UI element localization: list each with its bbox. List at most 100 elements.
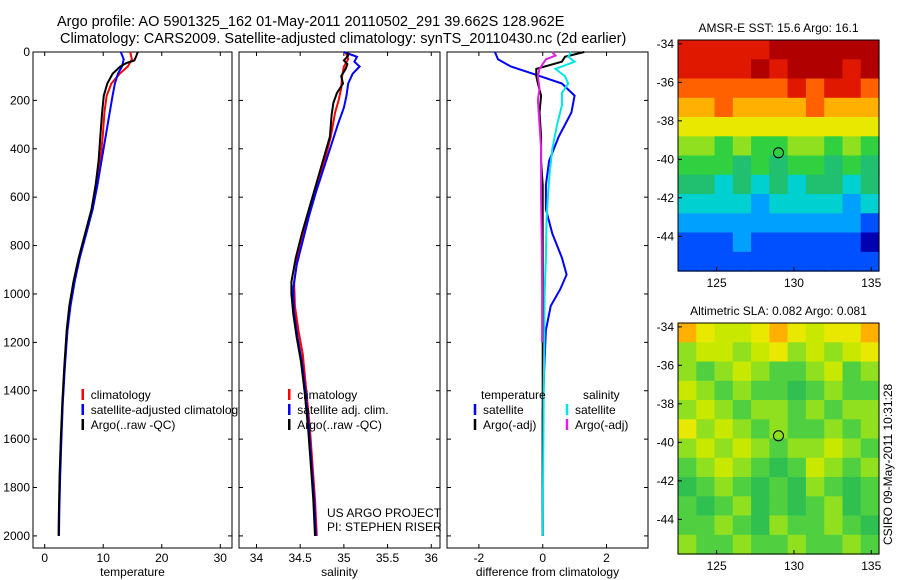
heatmap-cell [714, 155, 734, 176]
heatmap-cell [842, 361, 862, 382]
heatmap-cell [714, 380, 734, 401]
heatmap-cell [751, 136, 770, 157]
heatmap-cell [732, 251, 752, 272]
project-credit-line1: US ARGO PROJECT [327, 506, 442, 520]
heatmap-cell [860, 477, 880, 497]
heatmap-cell [824, 194, 844, 214]
map-sst: AMSR-E SST: 15.6 Argo: 16.1 125 130 135 -34 -… [657, 21, 882, 290]
heatmap-cell [714, 194, 734, 214]
heatmap-cell [678, 342, 697, 363]
x-axis-label: difference from climatology [476, 565, 619, 579]
heatmap-cell [824, 323, 844, 343]
heatmap-cell [787, 457, 807, 478]
heatmap-cell [678, 496, 697, 517]
heatmap-cell [842, 342, 862, 363]
x-tick-label: 35 [337, 551, 351, 565]
map-frame [677, 39, 880, 272]
heatmap-cell [787, 232, 807, 253]
heatmap-cell [678, 78, 697, 99]
heatmap-cell [732, 155, 752, 176]
y-tick-label: -38 [657, 114, 675, 128]
heatmap-cell [769, 323, 789, 343]
heatmap-cell [714, 323, 734, 343]
heatmap-cell [860, 136, 880, 157]
heatmap-cell [696, 97, 716, 118]
heatmap-cell [787, 534, 807, 555]
profile-location-marker [773, 147, 784, 159]
x-axis-label: temperature [100, 565, 165, 579]
heatmap-cell [751, 97, 770, 118]
heatmap-cell [824, 97, 844, 118]
map-title: Altimetric SLA: 0.082 Argo: 0.081 [690, 304, 867, 318]
series-line [57, 51, 139, 536]
heatmap-cell [805, 136, 825, 157]
y-tick-label: 1200 [3, 335, 30, 349]
heatmap-cell [842, 213, 862, 234]
heatmap-cell [842, 251, 862, 272]
plot-frame [32, 51, 233, 549]
x-tick-label: 34 [250, 551, 264, 565]
heatmap-cell [842, 477, 862, 497]
heatmap-cell [751, 400, 770, 420]
heatmap-cell [787, 155, 807, 176]
y-tick-label: -36 [657, 358, 675, 372]
heatmap-cell [714, 78, 734, 99]
heatmap-cell [696, 361, 716, 382]
x-tick-label: -2 [474, 551, 485, 565]
heatmap-cell [732, 496, 752, 517]
heatmap-cell [696, 438, 716, 459]
heatmap-cell [824, 232, 844, 253]
heatmap-cell [842, 438, 862, 459]
heatmap-cell [860, 419, 880, 440]
legend-label: satellite-adjusted climatology [91, 403, 244, 417]
y-tick-label: 1000 [3, 287, 30, 301]
heatmap-cell [787, 419, 807, 440]
profile-location-marker [773, 430, 784, 442]
series-line [290, 51, 350, 536]
heatmap-cell [678, 534, 697, 555]
heatmap-cell [842, 534, 862, 555]
heatmap-cell [769, 213, 789, 234]
heatmap-cell [842, 400, 862, 420]
heatmap-cell [769, 97, 789, 118]
heatmap-cell [732, 97, 752, 118]
heatmap-cell [787, 342, 807, 363]
heatmap-cell [696, 213, 716, 234]
heatmap-cell [842, 496, 862, 517]
heatmap-cell [732, 400, 752, 420]
heatmap-cell [696, 496, 716, 517]
heatmap-cell [769, 496, 789, 517]
heatmap-cell [805, 457, 825, 478]
y-tick-label: -40 [657, 435, 675, 449]
heatmap-cell [860, 155, 880, 176]
heatmap-cell [824, 534, 844, 555]
heatmap-cell [751, 419, 770, 440]
y-tick-label: -44 [657, 229, 675, 243]
project-credit: US ARGO PROJECT PI: STEPHEN RISER [327, 506, 442, 534]
heatmap-cell [824, 496, 844, 517]
heatmap-cell [696, 323, 716, 343]
heatmap-cell [732, 342, 752, 363]
y-tick-label: -42 [657, 474, 675, 488]
heatmap-cell [769, 419, 789, 440]
heatmap-cell [787, 194, 807, 214]
heatmap-cell [732, 323, 752, 343]
heatmap-cell [824, 380, 844, 401]
heatmap-cell [824, 251, 844, 272]
heatmap-cell [678, 232, 697, 253]
heatmap-cell [732, 213, 752, 234]
heatmap-cell [769, 534, 789, 555]
legend-title: temperature [481, 388, 546, 402]
heatmap-cell [805, 534, 825, 555]
heatmap-cell [787, 477, 807, 497]
heatmap-cell [769, 117, 789, 137]
heatmap-cell [805, 213, 825, 234]
heatmap-cell [696, 419, 716, 440]
heatmap-cell [824, 174, 844, 195]
heatmap-cell [696, 78, 716, 99]
heatmap-cell [824, 419, 844, 440]
x-tick-label: 130 [784, 276, 804, 290]
heatmap-cell [769, 232, 789, 253]
heatmap-cell [824, 515, 844, 536]
heatmap-cell [824, 117, 844, 137]
